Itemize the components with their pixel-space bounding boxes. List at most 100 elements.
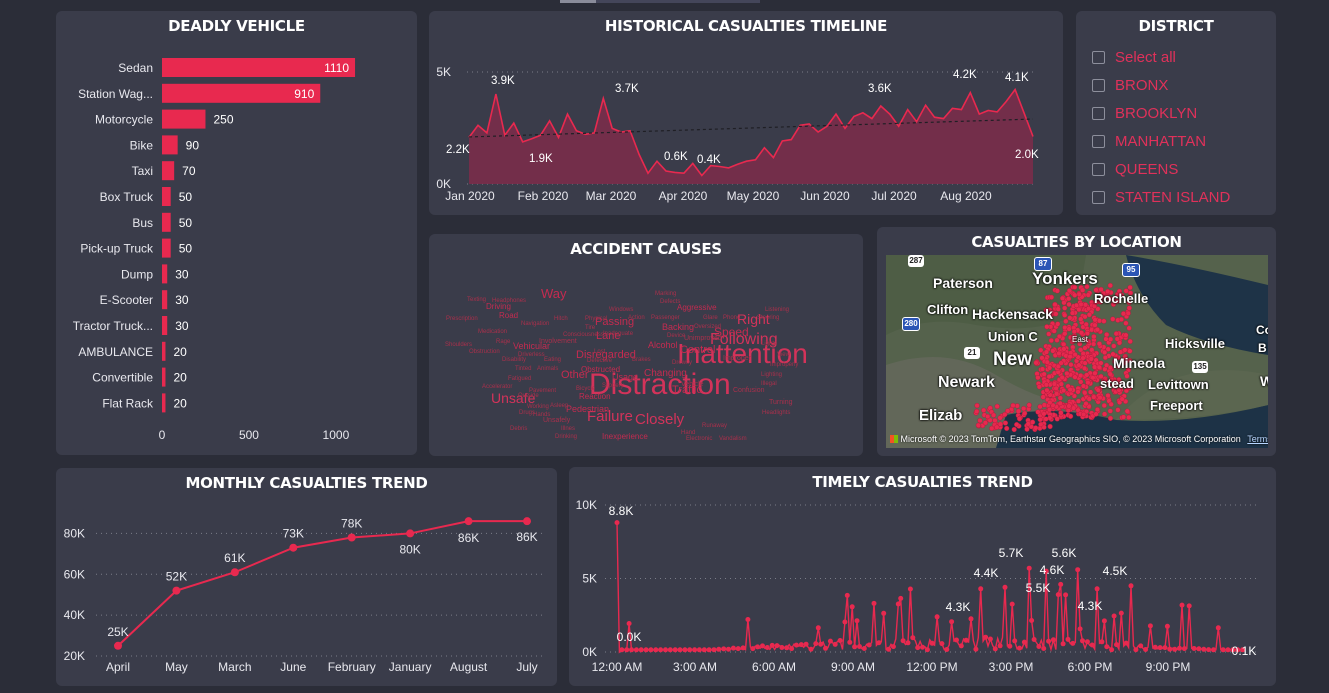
word-cloud-word[interactable]: Lights: [761, 341, 778, 347]
word-cloud-word[interactable]: Windows: [609, 307, 634, 313]
word-cloud-word[interactable]: Backing: [662, 322, 695, 332]
word-cloud-word[interactable]: Driverless: [518, 352, 545, 358]
word-cloud-word[interactable]: Eating: [544, 357, 562, 363]
word-cloud-word[interactable]: Vandalism: [719, 436, 747, 442]
word-cloud-word[interactable]: Rage: [496, 339, 511, 345]
word-cloud-word[interactable]: Right: [737, 311, 770, 327]
word-cloud-word[interactable]: Lane: [596, 330, 621, 342]
word-cloud-word[interactable]: Headphones: [492, 298, 527, 304]
word-cloud-word[interactable]: Control: [680, 344, 716, 356]
word-cloud-word[interactable]: Other: [561, 369, 589, 381]
word-cloud-word[interactable]: Action: [628, 315, 645, 321]
word-cloud-word[interactable]: Hand: [681, 430, 696, 436]
word-cloud-word[interactable]: Shoulders: [445, 342, 473, 348]
word-cloud-word[interactable]: Phone: [723, 315, 741, 321]
word-cloud-word[interactable]: Defective: [587, 358, 613, 364]
word-cloud-word[interactable]: Unimproved: [684, 335, 722, 342]
word-cloud-word[interactable]: Following: [710, 331, 778, 348]
word-cloud-word[interactable]: Animals: [537, 366, 559, 372]
checkbox[interactable]: [1092, 50, 1105, 64]
word-cloud-word[interactable]: Lighting: [761, 372, 783, 378]
checkbox[interactable]: [1092, 78, 1105, 92]
word-cloud-word[interactable]: Brakes: [632, 357, 651, 363]
word-cloud-word[interactable]: Lost: [594, 349, 606, 355]
word-cloud-word[interactable]: Hands: [533, 412, 551, 418]
word-cloud-word[interactable]: Road: [499, 311, 519, 320]
checkbox[interactable]: [1092, 134, 1105, 148]
word-cloud-word[interactable]: Tinted: [515, 366, 532, 372]
word-cloud-word[interactable]: Improper: [723, 355, 752, 362]
word-cloud-word[interactable]: Disability: [502, 357, 527, 363]
word-cloud-word[interactable]: Reaction: [579, 392, 611, 401]
district-option-staten-island[interactable]: STATEN ISLAND: [1092, 183, 1230, 211]
word-cloud-word[interactable]: Bicycle: [576, 386, 596, 392]
word-cloud-word[interactable]: Device: [667, 333, 686, 339]
word-cloud-word[interactable]: Changing: [644, 368, 687, 379]
word-cloud-word[interactable]: Texting: [467, 297, 487, 303]
word-cloud-word[interactable]: Unsafely: [543, 417, 571, 424]
word-cloud-word[interactable]: Physical: [585, 316, 608, 322]
word-cloud-word[interactable]: Passing: [595, 316, 635, 328]
word-cloud-word[interactable]: Unsafe: [491, 390, 536, 406]
word-cloud-word[interactable]: Prescription: [446, 316, 478, 322]
word-cloud-word[interactable]: Pavement: [529, 388, 557, 394]
word-cloud-word[interactable]: Debris: [510, 426, 528, 432]
word-cloud-word[interactable]: Medication: [478, 329, 508, 335]
word-cloud-word[interactable]: Hitch: [554, 316, 568, 322]
word-cloud-word[interactable]: Fatigued: [508, 376, 532, 382]
district-option-queens[interactable]: QUEENS: [1092, 155, 1230, 183]
word-cloud-word[interactable]: Vehicular: [513, 341, 551, 351]
word-cloud-word[interactable]: Closely: [635, 411, 685, 428]
district-option-manhattan[interactable]: MANHATTAN: [1092, 127, 1230, 155]
word-cloud-word[interactable]: Aggressive: [677, 303, 717, 312]
word-cloud-word[interactable]: Inexperience: [602, 432, 648, 441]
word-cloud-word[interactable]: Illegal: [761, 381, 777, 387]
word-cloud-word[interactable]: Inadequate: [603, 331, 634, 337]
word-cloud-word[interactable]: Illnes: [561, 426, 576, 432]
word-cloud-word[interactable]: Steering: [757, 315, 780, 321]
word-cloud-word[interactable]: Tire: [585, 325, 596, 331]
word-cloud-word[interactable]: Passenger: [651, 315, 680, 321]
word-cloud-word[interactable]: Inattention: [677, 338, 808, 369]
word-cloud-word[interactable]: Distraction: [589, 368, 731, 401]
page-tab-strip[interactable]: [560, 0, 760, 3]
word-cloud-word[interactable]: Usage: [612, 372, 639, 382]
word-cloud-word[interactable]: Drugs: [519, 410, 536, 416]
word-cloud-word[interactable]: Disregarded: [576, 349, 636, 361]
checkbox[interactable]: [1092, 162, 1105, 176]
word-cloud-word[interactable]: Way: [541, 286, 567, 301]
word-cloud-word[interactable]: Confusion: [733, 387, 765, 394]
word-cloud-word[interactable]: Involvement: [539, 338, 577, 345]
word-cloud-word[interactable]: Obstructed: [581, 365, 621, 374]
word-cloud-word[interactable]: Improperly: [770, 362, 799, 368]
word-cloud-word[interactable]: Headlights: [762, 410, 791, 416]
word-cloud-word[interactable]: Navigation: [521, 321, 550, 327]
word-cloud-word[interactable]: View: [777, 352, 790, 358]
word-cloud-word[interactable]: Failure: [587, 408, 633, 425]
word-cloud-word[interactable]: Accelerator: [482, 384, 513, 390]
word-cloud-word[interactable]: Outside: [518, 393, 539, 399]
word-cloud-word[interactable]: Runaway: [702, 423, 728, 429]
word-cloud-word[interactable]: Working: [527, 404, 549, 410]
word-cloud-word[interactable]: Consciousness: [563, 332, 604, 338]
word-cloud-word[interactable]: Drinking: [555, 434, 578, 440]
word-cloud-word[interactable]: Defects: [660, 299, 681, 305]
word-cloud-word[interactable]: Turning: [769, 399, 793, 406]
word-cloud-word[interactable]: Glare: [703, 315, 718, 321]
word-cloud-word[interactable]: Electronic: [686, 436, 713, 442]
casualties-map[interactable]: 287 87 95 280 21 135 East Paterson Yonke…: [886, 255, 1268, 448]
district-option-brooklyn[interactable]: BROOKLYN: [1092, 99, 1230, 127]
checkbox[interactable]: [1092, 106, 1105, 120]
word-cloud-word[interactable]: Slippery: [602, 383, 624, 389]
district-option-select-all[interactable]: Select all: [1092, 43, 1230, 71]
word-cloud-word[interactable]: Traffic: [672, 384, 702, 396]
checkbox[interactable]: [1092, 190, 1105, 204]
word-cloud-word[interactable]: Oversized: [694, 324, 722, 330]
district-option-bronx[interactable]: BRONX: [1092, 71, 1230, 99]
word-cloud-word[interactable]: Vehicle: [681, 381, 704, 388]
word-cloud-word[interactable]: Marking: [655, 291, 677, 297]
word-cloud-word[interactable]: Driving: [486, 302, 511, 311]
terms-link[interactable]: Terms: [1247, 434, 1268, 444]
word-cloud-word[interactable]: Speed: [714, 325, 749, 339]
word-cloud-word[interactable]: Alcohol: [648, 340, 678, 350]
